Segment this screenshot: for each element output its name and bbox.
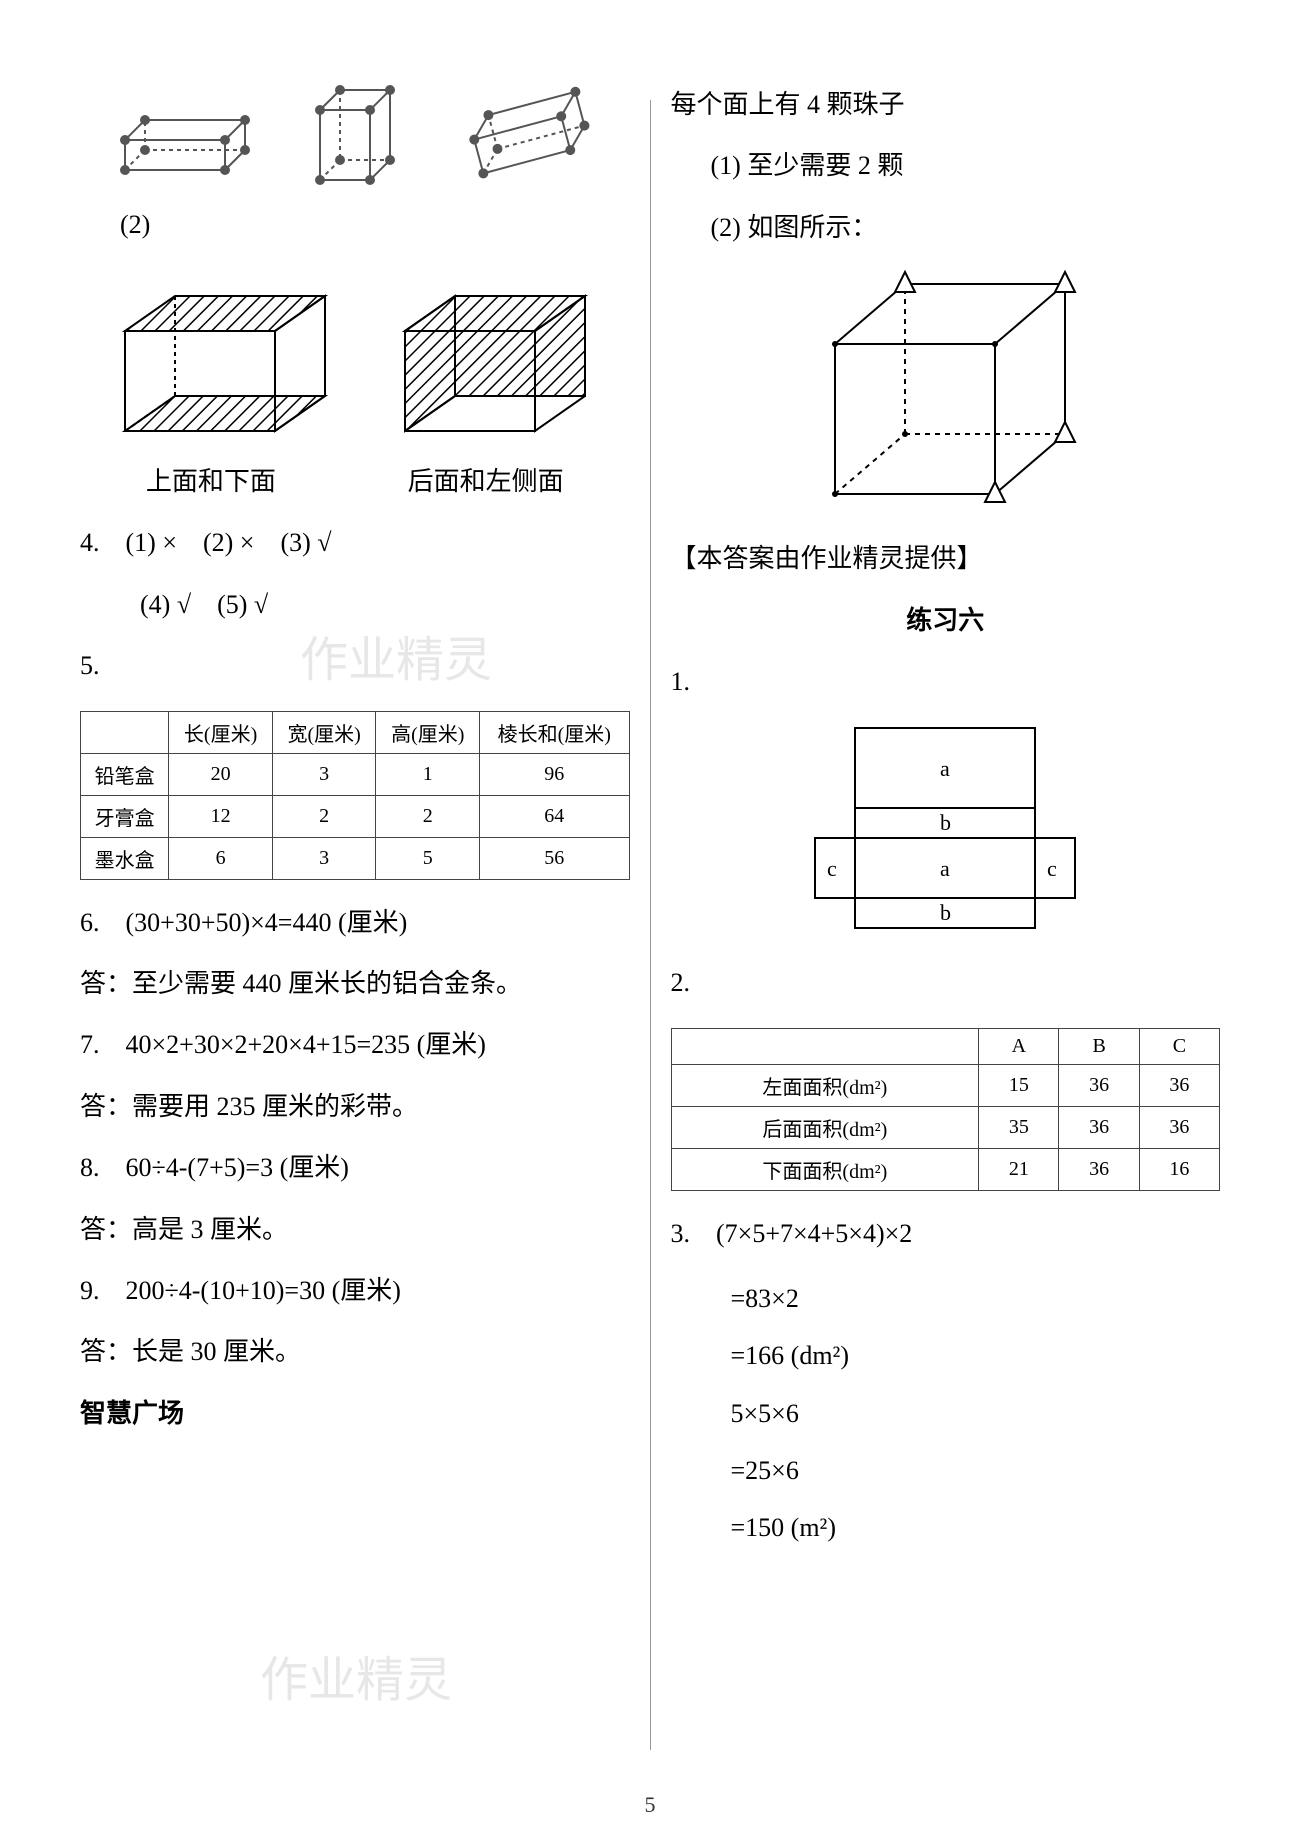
hatched-row	[80, 281, 630, 451]
caption-1: 上面和下面	[146, 461, 276, 498]
t2r0c3: 36	[1139, 1064, 1219, 1106]
cube-figure	[671, 264, 1221, 524]
t2r2c3: 16	[1139, 1148, 1219, 1190]
answer-5: 5.	[80, 641, 630, 690]
t2r2c1: 21	[979, 1148, 1059, 1190]
m4: =25×6	[731, 1442, 1221, 1499]
caption-2: 后面和左侧面	[408, 461, 564, 498]
t2r1c3: 36	[1139, 1106, 1219, 1148]
t5h4: 棱长和(厘米)	[480, 711, 629, 753]
answer-7: 7. 40×2+30×2+20×4+15=235 (厘米)	[80, 1020, 630, 1069]
t5h1: 长(厘米)	[169, 711, 273, 753]
wireframe-row	[80, 80, 630, 190]
m2: =166 (dm²)	[731, 1327, 1221, 1384]
t2h1: A	[979, 1028, 1059, 1064]
t2r2c2: 36	[1059, 1148, 1139, 1190]
m3: 5×5×6	[731, 1385, 1221, 1442]
answer-8b: 答：高是 3 厘米。	[80, 1205, 630, 1254]
cuboid-1	[105, 90, 255, 190]
t5r0c0: 铅笔盒	[81, 753, 169, 795]
q1: 1.	[671, 657, 1221, 706]
t2r1c1: 35	[979, 1106, 1059, 1148]
t5r1c2: 2	[272, 795, 376, 837]
t5h0	[81, 711, 169, 753]
t2r0c1: 15	[979, 1064, 1059, 1106]
m5: =150 (m²)	[731, 1499, 1221, 1556]
t2h2: B	[1059, 1028, 1139, 1064]
cuboid-3	[455, 80, 605, 190]
t5h2: 宽(厘米)	[272, 711, 376, 753]
t5h3: 高(厘米)	[376, 711, 480, 753]
table-5: 长(厘米) 宽(厘米) 高(厘米) 棱长和(厘米) 铅笔盒 20 3 1 96 …	[80, 711, 630, 880]
t5r0c1: 20	[169, 753, 273, 795]
t2r0c2: 36	[1059, 1064, 1139, 1106]
hatched-2	[385, 281, 605, 451]
net-c2: c	[1047, 856, 1057, 881]
answer-4: 4. (1) × (2) × (3) √	[80, 518, 630, 567]
t5r2c2: 3	[272, 837, 376, 879]
r-line-2: (1) 至少需要 2 颗	[711, 141, 1221, 190]
answer-6b: 答：至少需要 440 厘米长的铝合金条。	[80, 959, 630, 1008]
t5r0c3: 1	[376, 753, 480, 795]
net-b1: b	[940, 810, 951, 835]
t5r1c1: 12	[169, 795, 273, 837]
t5r1c3: 2	[376, 795, 480, 837]
answer-8: 8. 60÷4-(7+5)=3 (厘米)	[80, 1143, 630, 1192]
answer-6: 6. (30+30+50)×4=440 (厘米)	[80, 898, 630, 947]
exercise-6-title: 练习六	[671, 596, 1221, 645]
net-b2: b	[940, 900, 951, 925]
t5r2c0: 墨水盒	[81, 837, 169, 879]
t2h3: C	[1139, 1028, 1219, 1064]
t2r0c0: 左面面积(dm²)	[671, 1064, 979, 1106]
q2: 2.	[671, 958, 1221, 1007]
answer-7b: 答：需要用 235 厘米的彩带。	[80, 1082, 630, 1131]
r-line-1: 每个面上有 4 颗珠子	[671, 80, 1221, 129]
item-2: (2)	[120, 200, 630, 249]
hatched-1	[105, 281, 335, 451]
t5r1c0: 牙膏盒	[81, 795, 169, 837]
t5r1c4: 64	[480, 795, 629, 837]
m1: =83×2	[731, 1270, 1221, 1327]
t2r1c2: 36	[1059, 1106, 1139, 1148]
box-net: a b c a c b	[775, 718, 1115, 948]
net-c1: c	[827, 856, 837, 881]
t5r0c2: 3	[272, 753, 376, 795]
cube-triangles	[795, 264, 1095, 524]
net-a1: a	[940, 756, 950, 781]
t5r2c4: 56	[480, 837, 629, 879]
table-2: A B C 左面面积(dm²) 15 36 36 后面面积(dm²) 35 36…	[671, 1028, 1221, 1191]
q3: 3. (7×5+7×4+5×4)×2	[671, 1209, 1221, 1258]
t5r2c3: 5	[376, 837, 480, 879]
t2h0	[671, 1028, 979, 1064]
answer-source: 【本答案由作业精灵提供】	[671, 534, 1221, 583]
answer-9b: 答：长是 30 厘米。	[80, 1327, 630, 1376]
net-a2: a	[940, 856, 950, 881]
t2r1c0: 后面面积(dm²)	[671, 1106, 979, 1148]
t2r2c0: 下面面积(dm²)	[671, 1148, 979, 1190]
page-number: 5	[645, 1792, 656, 1818]
wisdom-square: 智慧广场	[80, 1389, 630, 1438]
cuboid-2	[305, 80, 405, 190]
r-line-3: (2) 如图所示：	[711, 203, 1221, 252]
t5r0c4: 96	[480, 753, 629, 795]
t5r2c1: 6	[169, 837, 273, 879]
net-figure: a b c a c b	[671, 718, 1221, 948]
answer-4b: (4) √ (5) √	[140, 580, 630, 629]
answer-9: 9. 200÷4-(10+10)=30 (厘米)	[80, 1266, 630, 1315]
